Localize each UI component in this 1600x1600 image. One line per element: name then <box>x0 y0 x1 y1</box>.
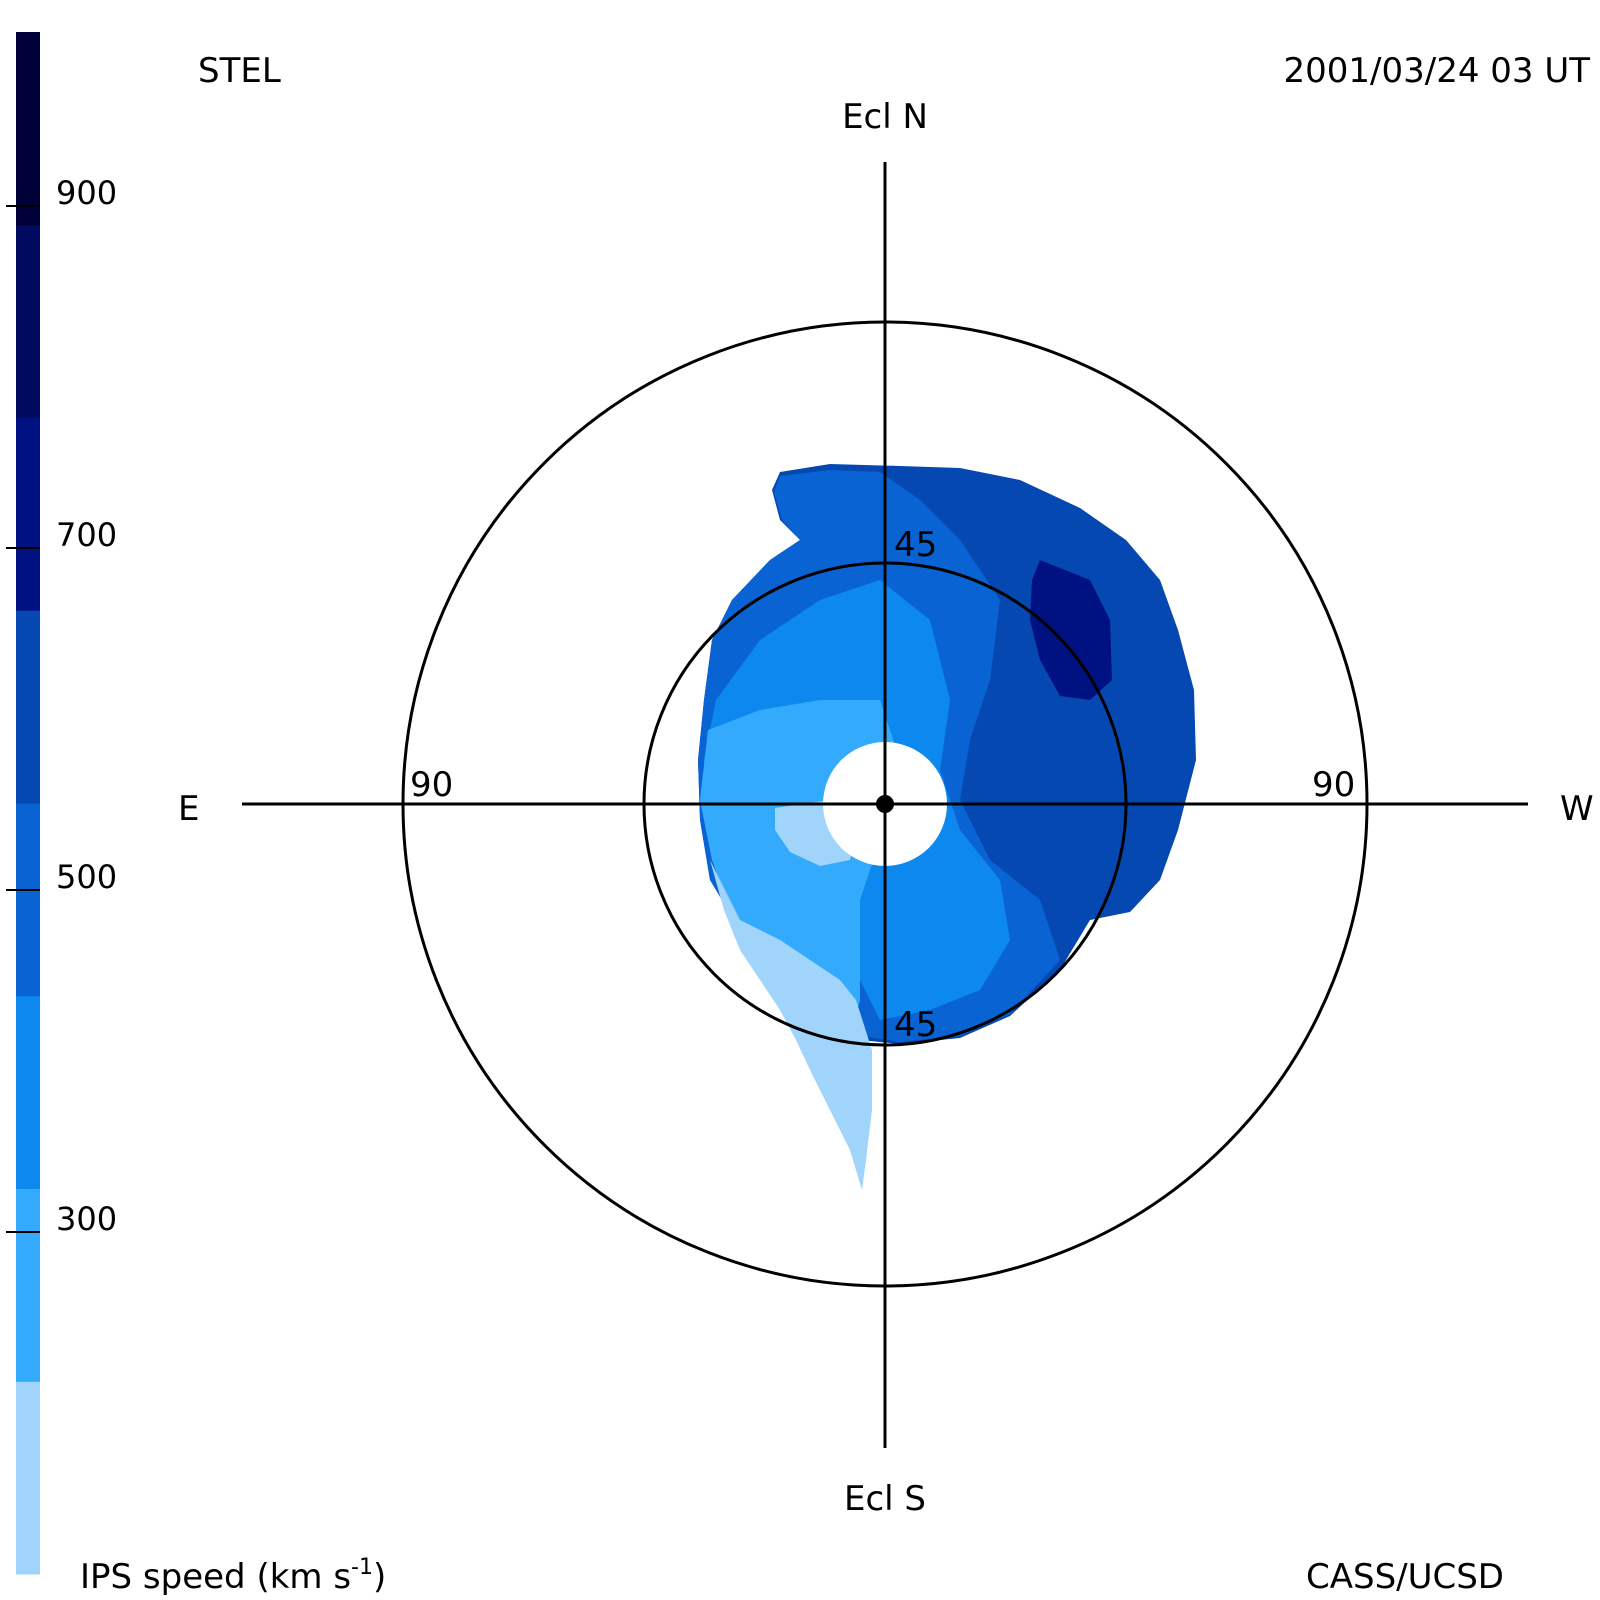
colorbar-segment <box>16 803 40 997</box>
colorbar-tick-label: 900 <box>56 174 117 212</box>
colorbar-segment <box>16 995 40 1189</box>
ring-label-90-left: 90 <box>410 765 453 805</box>
colorbar-segment <box>16 32 40 226</box>
speed-region-darkest <box>1030 560 1112 700</box>
direction-label-south: Ecl S <box>844 1479 926 1519</box>
direction-label-west: W <box>1560 789 1594 829</box>
colorbar-title: IPS speed (km s-1) <box>80 1555 386 1597</box>
ring-label-45-top: 45 <box>894 525 937 565</box>
colorbar-segment <box>16 417 40 611</box>
colorbar-segment <box>16 224 40 418</box>
colorbar-tick-label: 700 <box>56 516 117 554</box>
colorbar-tick-label: 500 <box>56 858 117 896</box>
ring-label-90-right: 90 <box>1312 765 1355 805</box>
sun-marker <box>876 795 894 813</box>
datetime-label: 2001/03/24 03 UT <box>1284 51 1591 91</box>
credit-label: CASS/UCSD <box>1306 1557 1504 1597</box>
colorbar-ticks: 900 700 500 300 <box>6 174 117 1238</box>
ring-label-45-bottom: 45 <box>894 1005 937 1045</box>
colorbar-tick-label: 300 <box>56 1200 117 1238</box>
station-label: STEL <box>198 51 281 91</box>
colorbar-segment <box>16 1381 40 1575</box>
colorbar-segment <box>16 610 40 804</box>
colorbar-segment <box>16 1188 40 1382</box>
speed-map <box>698 464 1196 1190</box>
direction-label-north: Ecl N <box>842 97 928 137</box>
colorbar <box>16 32 40 1575</box>
sky-grid <box>242 162 1528 1448</box>
direction-label-east: E <box>178 789 199 829</box>
